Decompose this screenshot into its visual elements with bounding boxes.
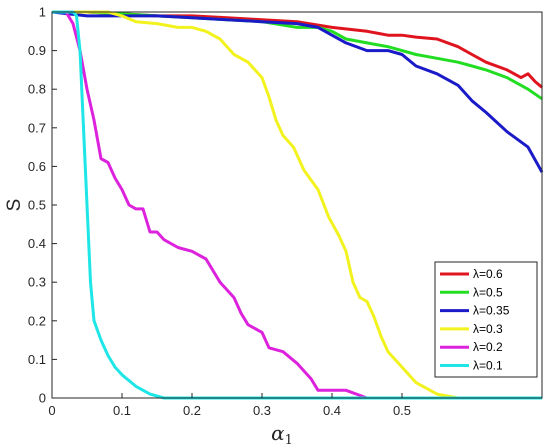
y-tick-label: 0.7: [28, 120, 46, 135]
x-axis-label: α1: [271, 421, 293, 446]
y-tick-label: 0.2: [28, 313, 46, 328]
y-tick-label: 0.8: [28, 82, 46, 97]
y-tick-label: 0.1: [28, 352, 46, 367]
y-tick-label: 1: [39, 5, 46, 20]
y-tick-label: 0.9: [28, 43, 46, 58]
series-line-5: [52, 10, 542, 400]
legend-label: λ=0.35: [473, 304, 510, 318]
legend-label: λ=0.2: [473, 340, 503, 354]
series-line-3: [52, 10, 542, 400]
y-axis-ticks: 0 0.1 0.2 0.3 0.4 0.5 0.6 0.7 0.8 0.9 1: [28, 5, 57, 406]
y-tick-label: 0.6: [28, 159, 46, 174]
y-tick-label: 0.4: [28, 236, 46, 251]
x-tick-label: 0.1: [113, 403, 131, 418]
legend-label: λ=0.3: [473, 322, 503, 336]
legend: λ=0.6 λ=0.5 λ=0.35 λ=0.3 λ=0.2 λ=0.1: [434, 261, 538, 378]
x-axis-ticks: 0 0.1 0.2 0.3 0.4 0.5: [48, 393, 411, 418]
x-tick-label: 0.2: [183, 403, 201, 418]
series-line-2: [51, 10, 544, 173]
series-layer: [51, 10, 544, 400]
series-line-4: [64, 11, 542, 400]
x-axis-label-main: α: [271, 421, 285, 445]
legend-label: λ=0.1: [473, 359, 503, 373]
legend-label: λ=0.5: [473, 285, 503, 299]
x-axis-label-subscript: 1: [285, 433, 293, 446]
y-axis-label: S: [4, 199, 25, 212]
legend-box: [434, 261, 538, 378]
x-tick-label: 0.5: [393, 403, 411, 418]
x-tick-label: 0.4: [323, 403, 341, 418]
x-tick-label: 0: [48, 403, 55, 418]
x-tick-label: 0.3: [253, 403, 271, 418]
y-tick-label: 0.5: [28, 198, 46, 213]
y-tick-label: 0: [39, 391, 46, 406]
legend-label: λ=0.6: [473, 267, 503, 281]
y-tick-label: 0.3: [28, 275, 46, 290]
